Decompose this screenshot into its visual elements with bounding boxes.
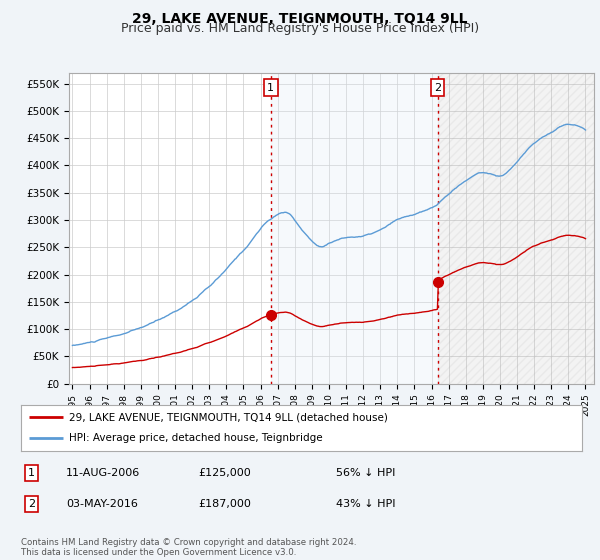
Text: 03-MAY-2016: 03-MAY-2016 [66,499,138,509]
Bar [271,73,437,384]
Text: Price paid vs. HM Land Registry's House Price Index (HPI): Price paid vs. HM Land Registry's House … [121,22,479,35]
Text: Contains HM Land Registry data © Crown copyright and database right 2024.
This d: Contains HM Land Registry data © Crown c… [21,538,356,557]
Text: £125,000: £125,000 [198,468,251,478]
Text: 56% ↓ HPI: 56% ↓ HPI [336,468,395,478]
Bar [437,73,594,384]
Text: 11-AUG-2006: 11-AUG-2006 [66,468,140,478]
Text: 1: 1 [28,468,35,478]
Text: 43% ↓ HPI: 43% ↓ HPI [336,499,395,509]
Text: 2: 2 [434,82,441,92]
Text: 29, LAKE AVENUE, TEIGNMOUTH, TQ14 9LL: 29, LAKE AVENUE, TEIGNMOUTH, TQ14 9LL [132,12,468,26]
Text: 2: 2 [28,499,35,509]
Text: 29, LAKE AVENUE, TEIGNMOUTH, TQ14 9LL (detached house): 29, LAKE AVENUE, TEIGNMOUTH, TQ14 9LL (d… [68,412,388,422]
Text: HPI: Average price, detached house, Teignbridge: HPI: Average price, detached house, Teig… [68,433,322,444]
Text: 1: 1 [267,82,274,92]
Text: £187,000: £187,000 [198,499,251,509]
